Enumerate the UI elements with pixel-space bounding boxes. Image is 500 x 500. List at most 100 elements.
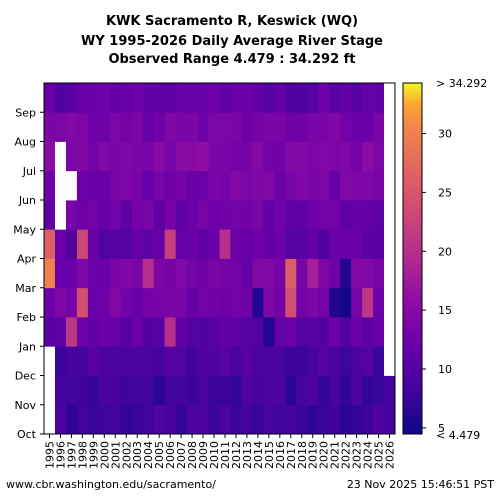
heatmap-cell (65, 375, 78, 406)
heatmap-cell (87, 258, 100, 289)
heatmap-cell (208, 287, 220, 318)
x-tick-label: 2011 (219, 441, 232, 469)
heatmap-cell (362, 404, 374, 435)
heatmap-cell (175, 112, 187, 142)
x-tick-label: 2017 (285, 441, 298, 469)
heatmap-cell (241, 112, 253, 142)
heatmap-cell (263, 346, 275, 376)
x-tick-label: 2013 (241, 441, 254, 469)
heatmap-cell (153, 112, 166, 142)
heatmap-cell (87, 404, 100, 435)
heatmap-cell (285, 258, 297, 289)
x-tick-label: 2008 (186, 441, 199, 469)
heatmap-cell (87, 317, 100, 347)
heatmap-cell (197, 346, 209, 376)
heatmap-cell (208, 141, 220, 172)
heatmap-cell (131, 258, 144, 289)
heatmap-cell (296, 112, 308, 142)
y-tick-label: Jan (18, 340, 36, 353)
heatmap-cell (241, 258, 253, 289)
heatmap-cell (296, 346, 308, 376)
heatmap-cell (219, 141, 231, 172)
heatmap-cell (131, 404, 144, 435)
heatmap-cell (340, 83, 352, 113)
heatmap-cell (263, 141, 275, 172)
x-tick-label: 2000 (98, 441, 111, 469)
heatmap-cell (197, 141, 209, 172)
heatmap-cell (241, 170, 253, 201)
heatmap-cell (230, 170, 242, 201)
x-tick-label: 2009 (197, 441, 210, 469)
heatmap-cell (340, 112, 352, 142)
heatmap-cell (329, 287, 341, 318)
heatmap-cell (274, 346, 286, 376)
heatmap-cell (54, 170, 67, 201)
heatmap-cell (351, 229, 363, 259)
heatmap-cell (219, 375, 231, 406)
heatmap-cell (44, 170, 56, 201)
heatmap-cell (241, 404, 253, 435)
heatmap-cell (87, 229, 100, 259)
heatmap-cell (109, 229, 122, 259)
heatmap-cell (44, 83, 56, 113)
heatmap-cell (307, 83, 319, 113)
heatmap-cell (351, 200, 363, 230)
heatmap-cell (307, 170, 319, 201)
heatmap-cell (131, 375, 144, 406)
heatmap-cell (98, 287, 111, 318)
heatmap-cell (351, 170, 363, 201)
heatmap-cell (98, 317, 111, 347)
chart-title-line-2: WY 1995-2026 Daily Average River Stage (81, 34, 383, 49)
heatmap-cell (318, 83, 330, 113)
heatmap-cell (274, 287, 286, 318)
heatmap-cell (274, 170, 286, 201)
heatmap-cell (263, 229, 275, 259)
heatmap-cell (263, 287, 275, 318)
heatmap-cell (186, 404, 198, 435)
heatmap-cell (120, 200, 133, 230)
heatmap-cell (175, 200, 187, 230)
heatmap-cell (142, 404, 155, 435)
heatmap-cell (230, 317, 242, 347)
heatmap-cell (296, 83, 308, 113)
heatmap-cell (142, 317, 155, 347)
heatmap-cell (219, 287, 231, 318)
heatmap-cell (230, 258, 242, 289)
heatmap-cells (44, 83, 396, 435)
heatmap-cell (44, 258, 56, 289)
x-tick-label: 2010 (208, 441, 221, 469)
x-tick-label: 1997 (65, 441, 78, 469)
heatmap-cell (219, 346, 231, 376)
heatmap-cell (208, 200, 220, 230)
heatmap-cell (318, 317, 330, 347)
x-tick-label: 2012 (230, 441, 243, 469)
heatmap-cell (362, 83, 374, 113)
heatmap-cell (131, 287, 144, 318)
heatmap-cell (307, 229, 319, 259)
heatmap-cell (153, 170, 166, 201)
x-tick-label: 2018 (296, 441, 309, 469)
heatmap-cell (153, 346, 166, 376)
heatmap-cell (296, 229, 308, 259)
heatmap-cell (252, 229, 264, 259)
heatmap-cell (329, 83, 341, 113)
x-tick-label: 2004 (142, 441, 155, 469)
heatmap-cell (263, 258, 275, 289)
heatmap-cell (329, 200, 341, 230)
heatmap-cell (252, 404, 264, 435)
heatmap-cell (263, 375, 275, 406)
heatmap-cell (351, 317, 363, 347)
heatmap-cell (219, 112, 231, 142)
heatmap-cell (307, 287, 319, 318)
heatmap-cell (175, 141, 187, 172)
x-tick-label: 2022 (340, 441, 353, 469)
heatmap-cell (208, 375, 220, 406)
x-tick-label: 2001 (109, 441, 122, 469)
heatmap-cell (65, 170, 78, 201)
heatmap-cell (285, 200, 297, 230)
heatmap-cell (98, 229, 111, 259)
x-tick-label: 2025 (373, 441, 386, 469)
heatmap-cell (329, 404, 341, 435)
x-tick-label: 2016 (274, 441, 287, 469)
heatmap-cell (54, 229, 67, 259)
